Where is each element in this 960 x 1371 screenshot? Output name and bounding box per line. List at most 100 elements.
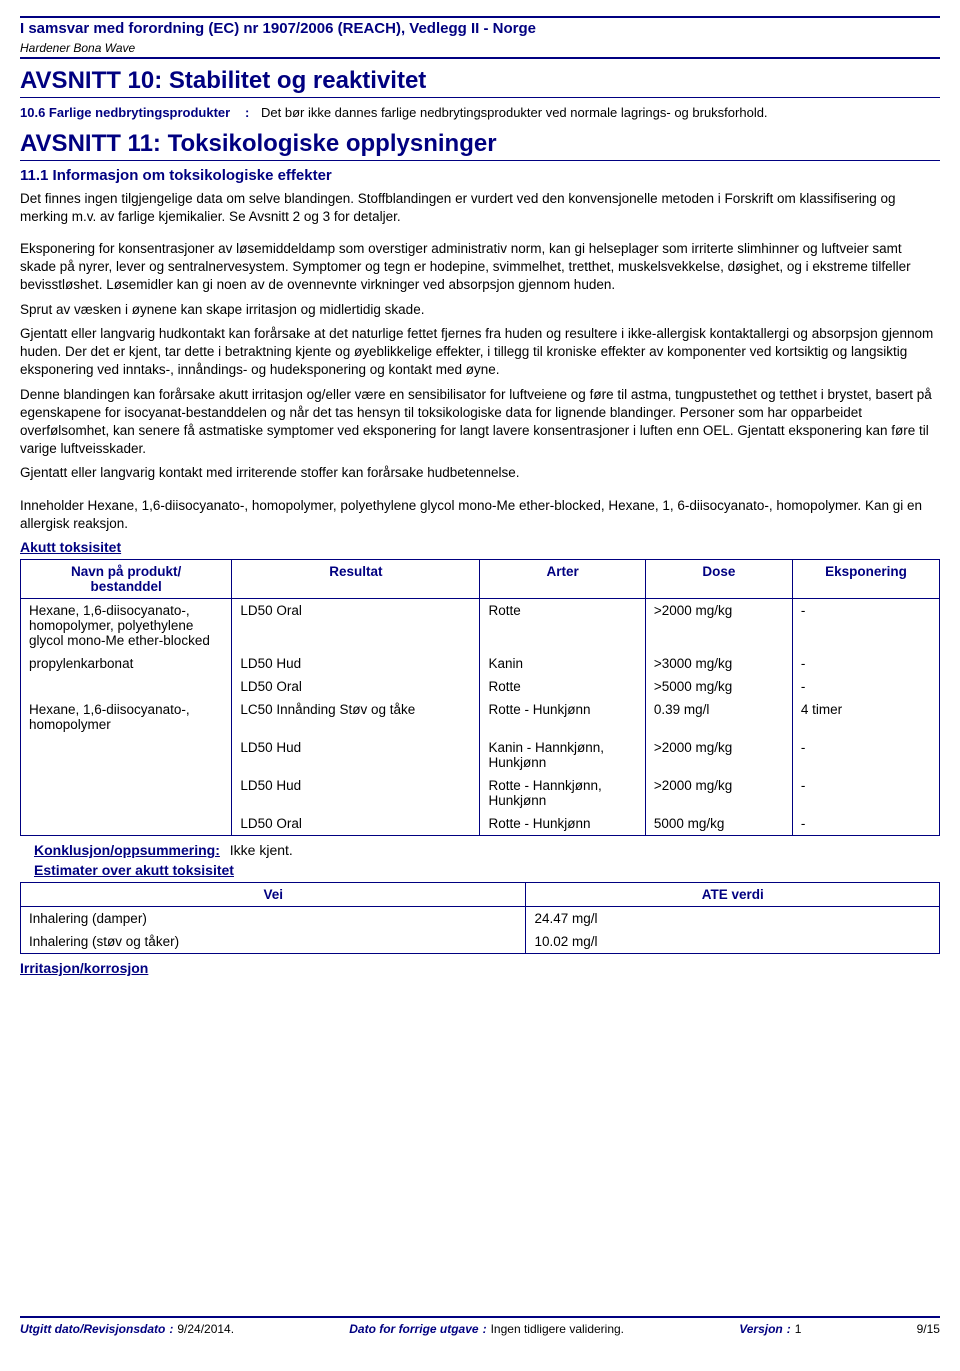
table-cell: Inhalering (damper) xyxy=(21,907,526,931)
header-product: Hardener Bona Wave xyxy=(20,41,940,55)
footer-issued-label: Utgitt dato/Revisjonsdato xyxy=(20,1322,165,1336)
top-rule xyxy=(20,16,940,18)
table-cell: Rotte xyxy=(480,675,645,698)
ate-header-row: Vei ATE verdi xyxy=(21,883,940,907)
th-exposure: Eksponering xyxy=(792,560,939,599)
table-row: LD50 HudRotte - Hannkjønn, Hunkjønn>2000… xyxy=(21,774,940,812)
footer-prev-label: Dato for forrige utgave xyxy=(349,1322,478,1336)
table-cell xyxy=(21,736,232,774)
table-cell: 10.02 mg/l xyxy=(526,930,940,954)
colon: : xyxy=(787,1322,791,1336)
section-10-item: 10.6 Farlige nedbrytingsprodukter : Det … xyxy=(20,104,940,122)
footer: Utgitt dato/Revisjonsdato : 9/24/2014. D… xyxy=(20,1316,940,1336)
table-row: LD50 OralRotte - Hunkjønn5000 mg/kg- xyxy=(21,812,940,836)
table-cell: >2000 mg/kg xyxy=(645,599,792,653)
table-cell: propylenkarbonat xyxy=(21,652,232,675)
table-cell xyxy=(21,812,232,836)
table-cell: - xyxy=(792,675,939,698)
table-cell: - xyxy=(792,736,939,774)
table-cell: Kanin xyxy=(480,652,645,675)
colon: : xyxy=(169,1322,173,1336)
footer-page: 9/15 xyxy=(917,1322,940,1336)
table-cell: - xyxy=(792,774,939,812)
table-cell: - xyxy=(792,652,939,675)
th-dose: Dose xyxy=(645,560,792,599)
para-5: Denne blandingen kan forårsake akutt irr… xyxy=(20,386,940,459)
table-cell: LD50 Hud xyxy=(232,736,480,774)
conclusion-label: Konklusjon/oppsummering: xyxy=(34,842,220,858)
table-cell: LC50 Innånding Støv og tåke xyxy=(232,698,480,736)
table-cell: 4 timer xyxy=(792,698,939,736)
conclusion-value: Ikke kjent. xyxy=(230,842,293,858)
table-cell: >2000 mg/kg xyxy=(645,736,792,774)
table-cell: Inhalering (støv og tåker) xyxy=(21,930,526,954)
header-regulation: I samsvar med forordning (EC) nr 1907/20… xyxy=(20,20,940,37)
table-row: Hexane, 1,6-diisocyanato-, homopolymer, … xyxy=(21,599,940,653)
para-3: Sprut av væsken i øynene kan skape irrit… xyxy=(20,301,940,319)
colon: : xyxy=(483,1322,487,1336)
irritation-link: Irritasjon/korrosjon xyxy=(20,960,940,976)
page: I samsvar med forordning (EC) nr 1907/20… xyxy=(0,0,960,1356)
table-cell: Rotte xyxy=(480,599,645,653)
table-row: Hexane, 1,6-diisocyanato-, homopolymerLC… xyxy=(21,698,940,736)
table-cell: LD50 Hud xyxy=(232,652,480,675)
table-cell: - xyxy=(792,812,939,836)
colon: : xyxy=(245,104,261,122)
para-1: Det finnes ingen tilgjengelige data om s… xyxy=(20,190,940,226)
table-cell: Rotte - Hunkjønn xyxy=(480,812,645,836)
section-10-title: AVSNITT 10: Stabilitet og reaktivitet xyxy=(20,67,940,95)
header-rule xyxy=(20,57,940,59)
table-cell: Rotte - Hannkjønn, Hunkjønn xyxy=(480,774,645,812)
table-cell: >3000 mg/kg xyxy=(645,652,792,675)
table-cell: >5000 mg/kg xyxy=(645,675,792,698)
table-cell: 5000 mg/kg xyxy=(645,812,792,836)
para-7: Inneholder Hexane, 1,6-diisocyanato-, ho… xyxy=(20,497,940,533)
section-10-item-value: Det bør ikke dannes farlige nedbrytingsp… xyxy=(261,104,940,122)
section-10-item-label: 10.6 Farlige nedbrytingsprodukter xyxy=(20,104,245,122)
para-6: Gjentatt eller langvarig kontakt med irr… xyxy=(20,464,940,482)
table-row: Inhalering (damper)24.47 mg/l xyxy=(21,907,940,931)
footer-version-label: Versjon xyxy=(739,1322,783,1336)
table-cell: Hexane, 1,6-diisocyanato-, homopolymer, … xyxy=(21,599,232,653)
table-cell: 24.47 mg/l xyxy=(526,907,940,931)
table-cell: - xyxy=(792,599,939,653)
section-11-rule xyxy=(20,160,940,161)
th-result: Resultat xyxy=(232,560,480,599)
table-cell: LD50 Hud xyxy=(232,774,480,812)
footer-prev-val: Ingen tidligere validering. xyxy=(491,1322,624,1336)
table-cell: Hexane, 1,6-diisocyanato-, homopolymer xyxy=(21,698,232,736)
footer-page-val: 9/15 xyxy=(917,1322,940,1336)
table-cell: Rotte - Hunkjønn xyxy=(480,698,645,736)
table-cell xyxy=(21,774,232,812)
footer-version-val: 1 xyxy=(795,1322,802,1336)
estimates-link: Estimater over akutt toksisitet xyxy=(20,862,940,878)
th-product: Navn på produkt/ bestanddel xyxy=(21,560,232,599)
table-row: LD50 HudKanin - Hannkjønn, Hunkjønn>2000… xyxy=(21,736,940,774)
th-ate: ATE verdi xyxy=(526,883,940,907)
table-row: LD50 OralRotte>5000 mg/kg- xyxy=(21,675,940,698)
conclusion-row: Konklusjon/oppsummering: Ikke kjent. xyxy=(20,842,940,858)
footer-issued-val: 9/24/2014. xyxy=(177,1322,234,1336)
table-cell xyxy=(21,675,232,698)
footer-prev: Dato for forrige utgave : Ingen tidliger… xyxy=(349,1322,624,1336)
section-11-title: AVSNITT 11: Toksikologiske opplysninger xyxy=(20,130,940,158)
table-row: propylenkarbonatLD50 HudKanin>3000 mg/kg… xyxy=(21,652,940,675)
th-vei: Vei xyxy=(21,883,526,907)
section-11-sub: 11.1 Informasjon om toksikologiske effek… xyxy=(20,167,940,184)
footer-issued: Utgitt dato/Revisjonsdato : 9/24/2014. xyxy=(20,1322,234,1336)
table-cell: 0.39 mg/l xyxy=(645,698,792,736)
tox-table-header-row: Navn på produkt/ bestanddel Resultat Art… xyxy=(21,560,940,599)
footer-version: Versjon : 1 xyxy=(739,1322,801,1336)
table-row: Inhalering (støv og tåker)10.02 mg/l xyxy=(21,930,940,954)
para-2: Eksponering for konsentrasjoner av løsem… xyxy=(20,240,940,295)
th-species: Arter xyxy=(480,560,645,599)
para-4: Gjentatt eller langvarig hudkontakt kan … xyxy=(20,325,940,380)
table-cell: LD50 Oral xyxy=(232,675,480,698)
table-cell: >2000 mg/kg xyxy=(645,774,792,812)
tox-table: Navn på produkt/ bestanddel Resultat Art… xyxy=(20,559,940,836)
section-10-rule xyxy=(20,97,940,98)
table-cell: Kanin - Hannkjønn, Hunkjønn xyxy=(480,736,645,774)
ate-table: Vei ATE verdi Inhalering (damper)24.47 m… xyxy=(20,882,940,954)
table-cell: LD50 Oral xyxy=(232,599,480,653)
table-cell: LD50 Oral xyxy=(232,812,480,836)
